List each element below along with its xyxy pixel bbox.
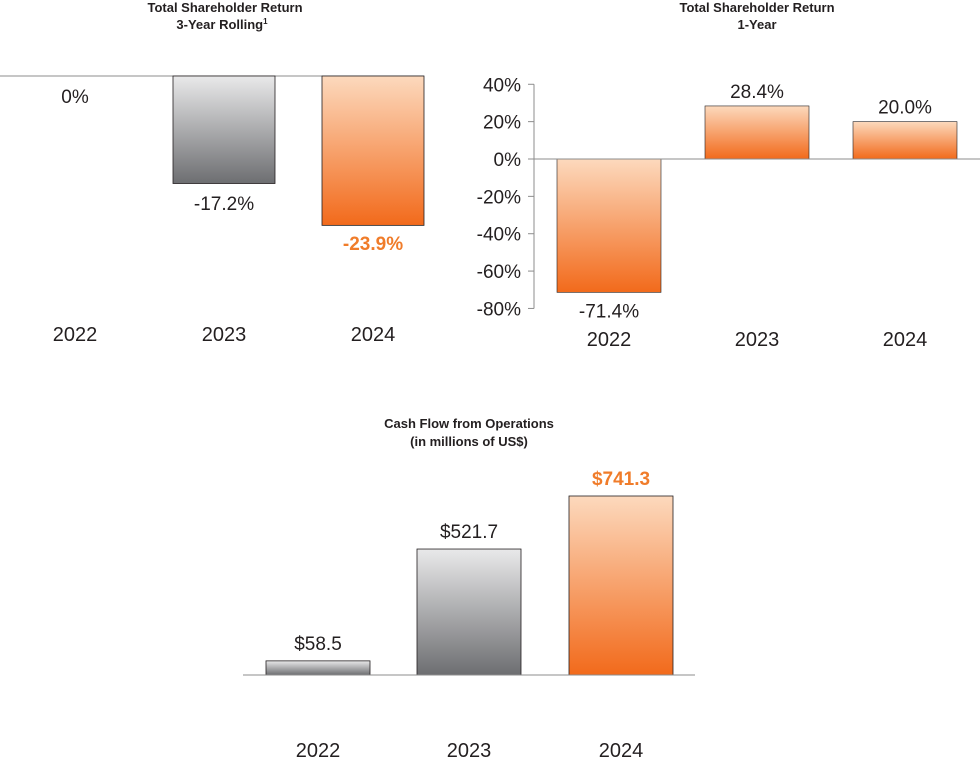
cash-flow-chart: $58.5 2022 $521.7 2023 $741.3 2024 xyxy=(243,469,695,762)
chart1-value-label-2023: -17.2% xyxy=(194,194,254,215)
chart3-value-label-2023: $521.7 xyxy=(440,522,498,543)
chart1-x-label-2023: 2023 xyxy=(202,324,247,346)
chart1-x-label-2024: 2024 xyxy=(351,324,396,346)
chart2-value-label-2023: 28.4% xyxy=(730,82,784,103)
chart2-bar-2022 xyxy=(556,158,662,293)
chart2-y-tick-label: 20% xyxy=(483,113,521,134)
chart2-y-tick-label: -20% xyxy=(477,187,521,208)
chart3-bar-2024 xyxy=(568,495,674,676)
chart3-x-label-2022: 2022 xyxy=(296,740,341,762)
chart2-y-tick-label: -60% xyxy=(477,262,521,283)
chart3-bar-2022 xyxy=(265,660,371,676)
chart3-title: Cash Flow from Operations xyxy=(384,416,554,431)
chart2-subtitle: 1-Year xyxy=(737,17,776,32)
chart2-x-label-2024: 2024 xyxy=(883,329,928,351)
tsr-1yr-chart: 40% 20% 0% -20% -40% -60% -80% -71.4% 2022 28.4% 2… xyxy=(477,75,980,351)
chart1-bar-2024 xyxy=(321,75,425,226)
chart2-x-label-2022: 2022 xyxy=(587,329,632,351)
chart1-footnote-marker: 1 xyxy=(263,17,268,26)
chart3-x-label-2024: 2024 xyxy=(599,740,644,762)
chart3-value-label-2022: $58.5 xyxy=(294,634,342,655)
chart1-subtitle: 3-Year Rolling1 xyxy=(176,17,268,32)
chart3-subtitle: (in millions of US$) xyxy=(410,434,528,449)
chart1-value-label-2022: 0% xyxy=(61,87,89,108)
chart2-x-label-2023: 2023 xyxy=(735,329,780,351)
chart3-bar-2023 xyxy=(416,548,522,676)
chart2-bar-2023 xyxy=(704,105,810,160)
chart3-value-label-2024: $741.3 xyxy=(592,469,650,490)
chart2-y-tick-label: -40% xyxy=(477,225,521,246)
chart2-y-tick-label: 40% xyxy=(483,75,521,96)
tsr-3yr-chart: 0% 2022 -17.2% 2023 -23.9% 2024 xyxy=(0,75,425,346)
chart2-y-tick-label: -80% xyxy=(477,299,521,320)
chart1-x-label-2022: 2022 xyxy=(53,324,98,346)
chart1-title: Total Shareholder Return xyxy=(147,0,302,15)
chart2-value-label-2022: -71.4% xyxy=(579,301,639,322)
chart3-x-label-2023: 2023 xyxy=(447,740,492,762)
chart2-title: Total Shareholder Return xyxy=(679,0,834,15)
chart1-bar-2023 xyxy=(172,75,276,184)
chart2-value-label-2024: 20.0% xyxy=(878,98,932,119)
chart2-bar-2024 xyxy=(852,121,958,160)
chart2-y-tick-label: 0% xyxy=(494,150,522,171)
chart1-value-label-2024: -23.9% xyxy=(343,234,403,255)
